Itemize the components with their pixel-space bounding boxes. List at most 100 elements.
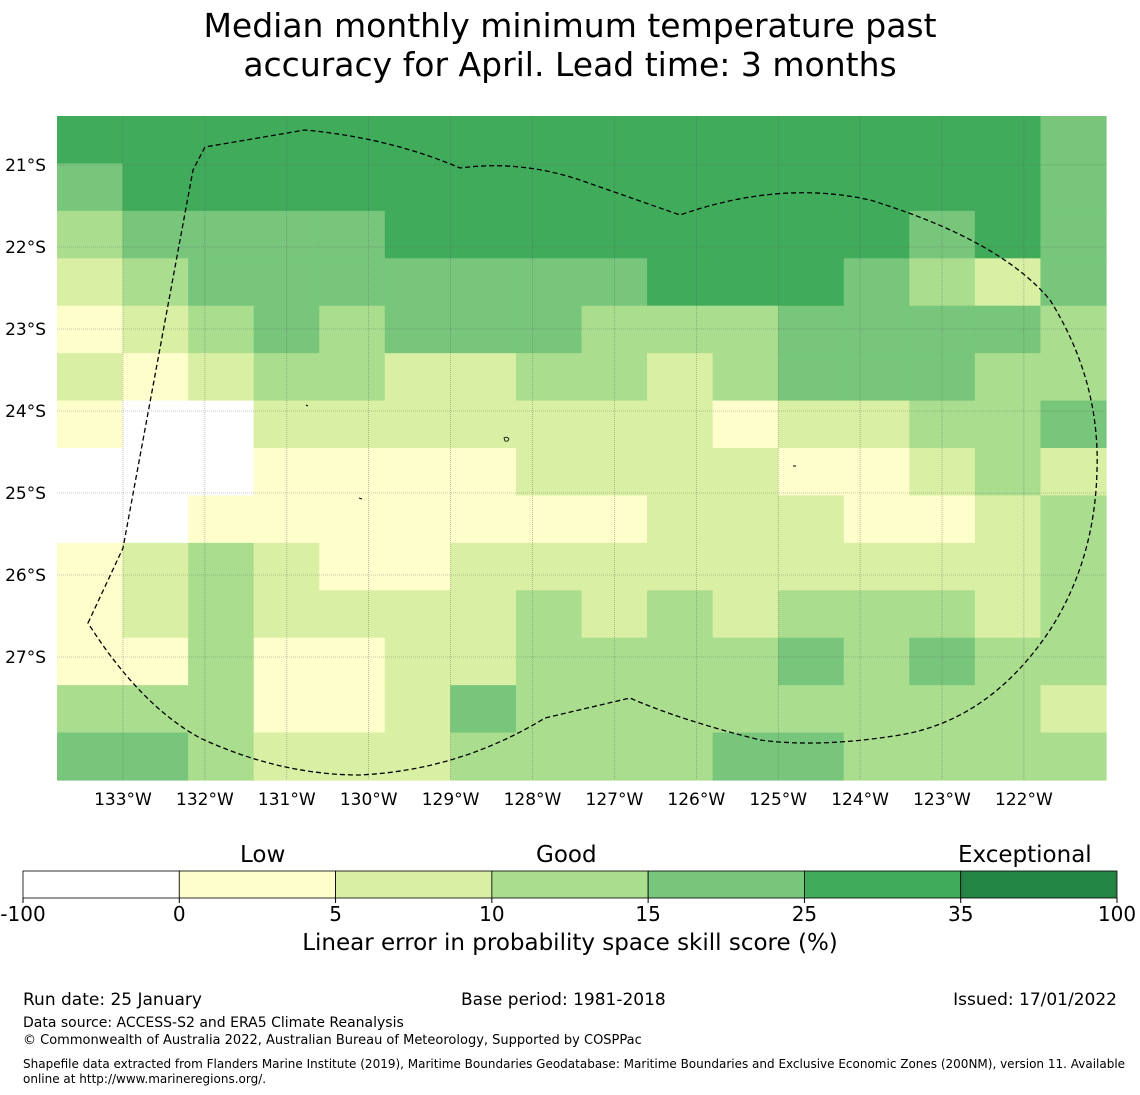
grid-cell xyxy=(1040,495,1107,544)
grid-cell xyxy=(1040,637,1107,686)
grid-cell xyxy=(122,400,189,449)
longitude-label: 123°W xyxy=(913,790,971,810)
grid-cell xyxy=(712,495,779,544)
grid-cell xyxy=(57,210,124,259)
grid-cell xyxy=(647,495,714,544)
grid-cell xyxy=(778,448,845,497)
grid-cell xyxy=(843,163,910,212)
longitude-label: 124°W xyxy=(831,790,889,810)
grid-cell xyxy=(122,305,189,354)
grid-cell xyxy=(122,210,189,259)
grid-cell xyxy=(253,637,320,686)
grid-cell xyxy=(974,116,1042,165)
grid-cell xyxy=(712,590,779,639)
grid-cell xyxy=(384,258,451,307)
grid-cell xyxy=(57,732,124,781)
grid-cell xyxy=(515,637,583,686)
grid-cell xyxy=(712,542,779,591)
grid-cell xyxy=(319,495,386,544)
grid-cell xyxy=(843,732,910,781)
grid-cell xyxy=(515,353,583,402)
grid-cell xyxy=(122,590,189,639)
longitude-label: 122°W xyxy=(995,790,1053,810)
grid-cell xyxy=(974,353,1042,402)
grid-cell xyxy=(1040,258,1107,307)
grid-cell xyxy=(188,637,255,686)
colorbar-segment xyxy=(491,870,649,899)
grid-cell xyxy=(450,305,517,354)
grid-cell xyxy=(319,210,386,259)
grid-cell xyxy=(581,163,648,212)
grid-cell xyxy=(253,495,320,544)
longitude-label: 127°W xyxy=(586,790,644,810)
grid-cell xyxy=(712,305,779,354)
grid-cell xyxy=(647,163,714,212)
grid-cell xyxy=(909,732,976,781)
grid-cell xyxy=(1040,400,1107,449)
latitude-label: 23°S xyxy=(5,320,46,340)
grid-cell xyxy=(253,305,320,354)
grid-cell xyxy=(122,685,189,734)
grid-cell xyxy=(188,732,255,781)
latitude-label: 25°S xyxy=(5,484,46,504)
grid-cell xyxy=(515,448,583,497)
grid-cell xyxy=(1040,305,1107,354)
grid-cell xyxy=(450,495,517,544)
grid-cell xyxy=(188,210,255,259)
grid-cell xyxy=(122,448,189,497)
grid-cell xyxy=(122,637,189,686)
title-line-1: Median monthly minimum temperature past xyxy=(203,6,937,45)
grid-cell xyxy=(57,353,124,402)
longitude-label: 131°W xyxy=(258,790,316,810)
colorbar-segment xyxy=(22,870,180,899)
grid-cell xyxy=(712,210,779,259)
grid-cell xyxy=(450,637,517,686)
colorbar-tick-label: 25 xyxy=(792,902,817,926)
base-period: Base period: 1981-2018 xyxy=(461,990,666,1010)
grid-cell xyxy=(515,163,583,212)
grid-cell xyxy=(712,732,779,781)
grid-cell xyxy=(974,495,1042,544)
grid-cell xyxy=(57,448,124,497)
grid-cell xyxy=(974,448,1042,497)
grid-cell xyxy=(647,210,714,259)
grid-cell xyxy=(515,495,583,544)
grid-cell xyxy=(319,542,386,591)
colorbar-segment xyxy=(178,870,336,899)
category-low: Low xyxy=(240,842,286,868)
grid-cell xyxy=(450,116,517,165)
grid-cell xyxy=(319,685,386,734)
eez-boundary xyxy=(87,129,1098,776)
colorbar-tick-label: 0 xyxy=(173,902,186,926)
grid-cell xyxy=(778,116,845,165)
grid-cell xyxy=(384,542,451,591)
grid-cell xyxy=(319,732,386,781)
grid-cell xyxy=(188,542,255,591)
grid-cell xyxy=(909,210,976,259)
grid-cell xyxy=(778,732,845,781)
grid-cell xyxy=(515,400,583,449)
grid-cell xyxy=(1040,448,1107,497)
grid-cell xyxy=(1040,685,1107,734)
longitude-label: 125°W xyxy=(749,790,807,810)
grid-cell xyxy=(843,116,910,165)
run-date: Run date: 25 January xyxy=(23,990,202,1010)
grid-cell xyxy=(974,732,1042,781)
grid-cell xyxy=(909,400,976,449)
category-exceptional: Exceptional xyxy=(958,842,1092,868)
grid-cell xyxy=(1040,590,1107,639)
longitude-label: 133°W xyxy=(94,790,152,810)
category-good: Good xyxy=(536,842,597,868)
grid-cell xyxy=(319,448,386,497)
latitude-label: 26°S xyxy=(5,566,46,586)
longitude-label: 128°W xyxy=(504,790,562,810)
map-title: Median monthly minimum temperature past … xyxy=(0,6,1140,84)
grid-cell xyxy=(909,637,976,686)
grid-cell xyxy=(515,732,583,781)
colorbar-label: Linear error in probability space skill … xyxy=(302,930,838,956)
grid-cell xyxy=(384,637,451,686)
grid-cell xyxy=(122,495,189,544)
latitude-label: 22°S xyxy=(5,238,46,258)
grid-cell xyxy=(1040,163,1107,212)
grid-cell xyxy=(188,305,255,354)
